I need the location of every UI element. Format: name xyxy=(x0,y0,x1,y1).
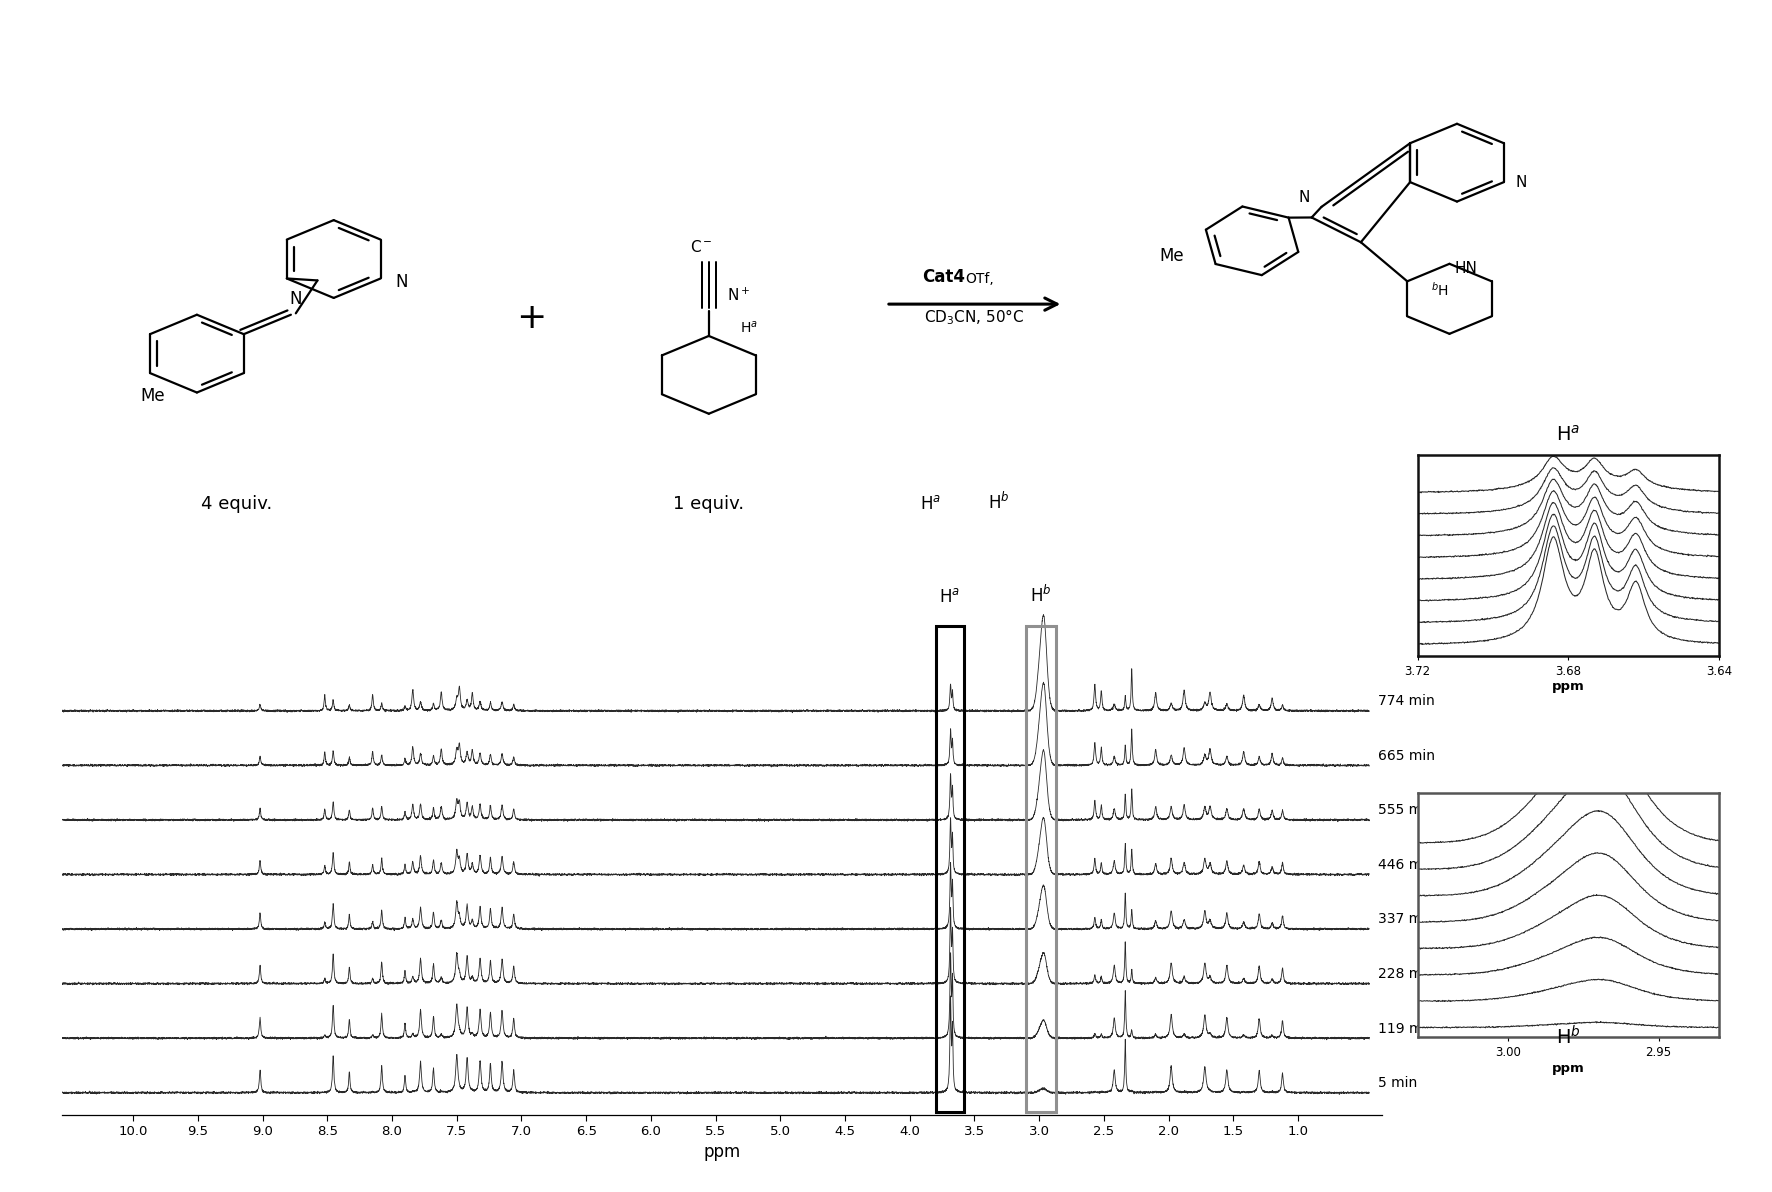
Text: N$^+$: N$^+$ xyxy=(727,287,750,304)
X-axis label: ppm: ppm xyxy=(703,1143,741,1161)
Text: N: N xyxy=(1299,191,1310,205)
Text: H$^b$: H$^b$ xyxy=(989,491,1010,513)
Text: H$^a$: H$^a$ xyxy=(741,319,758,335)
Text: H$^a$: H$^a$ xyxy=(939,588,960,606)
Text: H$^b$: H$^b$ xyxy=(1556,1026,1581,1049)
Text: +: + xyxy=(516,302,548,335)
Text: 337 min: 337 min xyxy=(1379,912,1435,926)
Text: 4 equiv.: 4 equiv. xyxy=(200,495,271,513)
Text: Me: Me xyxy=(140,387,165,405)
Text: H$^b$: H$^b$ xyxy=(1030,585,1053,606)
Text: H$^a$: H$^a$ xyxy=(920,495,941,513)
Text: Me: Me xyxy=(1159,248,1184,266)
Text: 774 min: 774 min xyxy=(1379,694,1435,708)
Text: 1 equiv.: 1 equiv. xyxy=(673,495,744,513)
Text: 446 min: 446 min xyxy=(1379,858,1435,871)
Text: N: N xyxy=(395,273,408,291)
Text: N: N xyxy=(289,290,301,308)
Bar xyxy=(1026,626,1056,1112)
Text: CD$_3$CN, 50°C: CD$_3$CN, 50°C xyxy=(925,308,1024,328)
Text: 665 min: 665 min xyxy=(1379,749,1435,763)
Text: 119 min: 119 min xyxy=(1379,1022,1435,1036)
Text: 5 min: 5 min xyxy=(1379,1076,1418,1089)
Text: N: N xyxy=(1515,174,1527,190)
Text: H$^a$: H$^a$ xyxy=(1556,424,1581,445)
Text: 555 min: 555 min xyxy=(1379,803,1435,818)
Text: C$^-$: C$^-$ xyxy=(689,238,712,255)
Text: HN: HN xyxy=(1455,261,1476,275)
X-axis label: ppm: ppm xyxy=(1552,1062,1584,1075)
Text: OTf,: OTf, xyxy=(964,273,994,286)
X-axis label: ppm: ppm xyxy=(1552,681,1584,694)
Text: $^b$H: $^b$H xyxy=(1430,281,1448,299)
Bar xyxy=(936,626,964,1112)
Text: Cat4: Cat4 xyxy=(921,268,964,286)
Text: 228 min: 228 min xyxy=(1379,967,1435,981)
